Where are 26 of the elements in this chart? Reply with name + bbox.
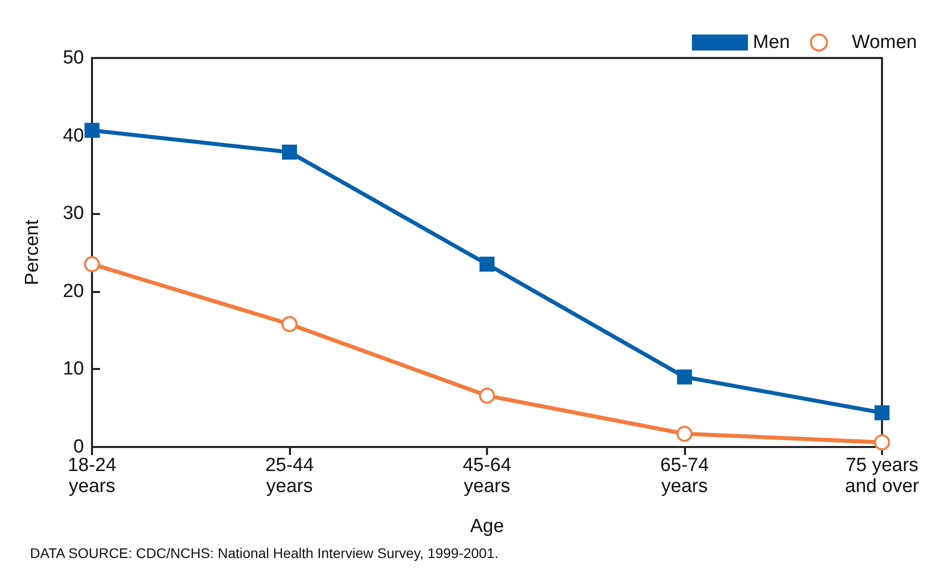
point <box>84 122 100 138</box>
point <box>480 256 494 272</box>
y-axis-title: Percent <box>22 219 43 286</box>
y-tick-label: 30 <box>62 203 84 224</box>
x-tick-label: 65-74 years <box>660 455 710 497</box>
legend-label: Women <box>852 32 918 53</box>
y-tick-label: 10 <box>62 358 84 380</box>
point <box>282 144 297 160</box>
point <box>676 426 692 442</box>
point <box>677 369 692 384</box>
point <box>874 405 890 420</box>
x-tick-label: 25-44 years <box>265 455 314 497</box>
y-tick-label: 20 <box>62 280 84 302</box>
point <box>479 388 495 404</box>
point <box>84 256 100 272</box>
y-tick-label: 0 <box>73 436 84 458</box>
y-tick-label: 50 <box>62 48 84 68</box>
source-note: DATA SOURCE: CDC/NCHS: National Health Interview Survey, 1999-2001. <box>30 545 498 561</box>
x-tick-label: 18-24 years <box>68 455 117 497</box>
x-tick-label: 45-64 years <box>462 455 512 497</box>
point <box>282 316 298 332</box>
x-axis-title: Age <box>470 516 504 537</box>
y-tick-label: 40 <box>62 125 84 146</box>
point <box>874 434 890 450</box>
x-tick-label: 75 years and over <box>845 455 920 497</box>
legend-label: Men <box>752 32 790 53</box>
